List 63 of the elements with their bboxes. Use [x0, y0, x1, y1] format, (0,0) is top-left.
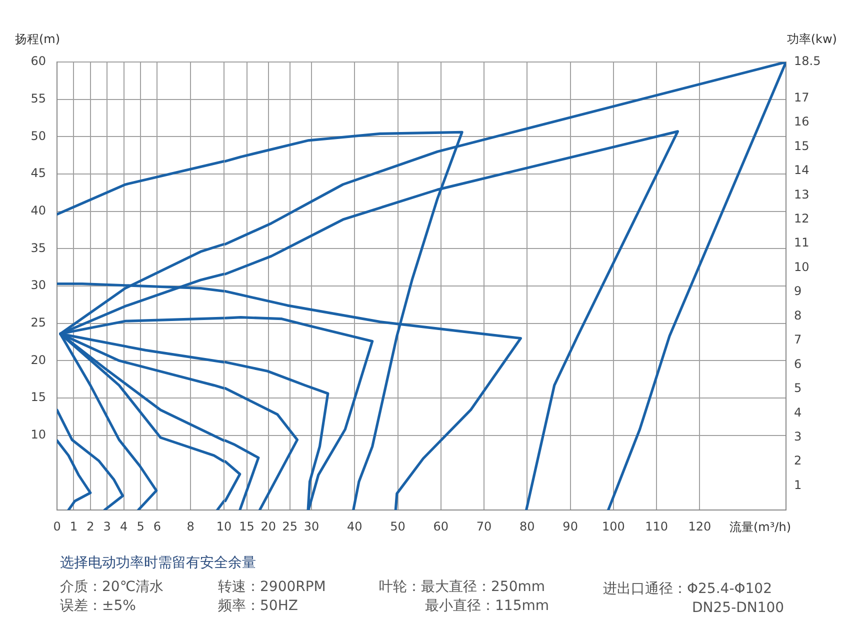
text: 最小直径：115mm: [425, 597, 549, 615]
y-tick-label: 20: [30, 352, 46, 367]
x-tick-label: 2: [86, 519, 94, 534]
y-tick-label: 10: [30, 427, 46, 442]
text: 误差：±5%: [60, 597, 136, 615]
text: 选择电动功率时需留有安全余量: [60, 554, 256, 572]
y2-tick-label: 15: [794, 138, 810, 153]
y2-tick-label: 10: [794, 260, 810, 274]
x-tick-label: 25: [282, 519, 298, 534]
y-tick-label: 40: [30, 203, 46, 218]
y2-tick-label: 5: [794, 381, 802, 396]
y2-tick-label: 1: [794, 478, 802, 492]
y2-tick-label: 14: [794, 163, 810, 178]
y2-tick-label: 18.5: [794, 54, 821, 68]
text: DN25-DN100: [692, 599, 784, 617]
x-tick-label: 1: [70, 519, 78, 534]
y2-tick-label: 4: [794, 405, 802, 420]
x-tick-label: 5: [136, 519, 144, 534]
x-axis-title: 流量(m³/h): [729, 520, 791, 534]
y-tick-label: 25: [30, 315, 46, 330]
x-tick-label: 10: [216, 519, 232, 534]
y-tick-label: 55: [30, 91, 46, 106]
x-tick-label: 90: [562, 519, 578, 534]
x-tick-label: 8: [186, 519, 194, 534]
x-tick-label: 4: [120, 519, 128, 534]
x-tick-label: 120: [688, 519, 712, 534]
y-tick-label: 30: [30, 278, 46, 292]
x-tick-label: 20: [260, 519, 276, 534]
x-tick-label: 50: [390, 519, 406, 534]
y2-tick-label: 16: [794, 114, 810, 129]
y2-tick-label: 6: [794, 356, 802, 371]
x-tick-label: 70: [476, 519, 492, 534]
text: 叶轮：最大直径：250mm: [379, 578, 545, 596]
x-tick-label: 80: [520, 519, 535, 534]
x-tick-label: 110: [645, 519, 668, 534]
x-tick-label: 100: [602, 519, 625, 534]
y-tick-label: 45: [30, 166, 46, 180]
y-tick-label: 15: [30, 390, 46, 404]
text: 介质：20℃清水: [60, 578, 164, 596]
y2-axis-title: 功率(kw): [786, 32, 837, 46]
text: 进出口通径：Φ25.4-Φ102: [603, 580, 772, 598]
y2-tick-label: 8: [794, 308, 802, 322]
y2-tick-label: 7: [794, 332, 802, 347]
y2-tick-label: 3: [794, 429, 802, 444]
text: 频率：50HZ: [218, 597, 298, 615]
x-tick-label: 40: [347, 519, 362, 534]
y2-tick-label: 12: [794, 212, 810, 226]
x-tick-label: 30: [304, 519, 320, 534]
y-tick-label: 60: [30, 54, 46, 68]
x-tick-label: 60: [433, 519, 449, 534]
y-tick-label: 35: [30, 240, 46, 255]
x-tick-label: 0: [53, 519, 61, 534]
x-tick-label: 15: [239, 519, 254, 534]
y-tick-label: 50: [30, 128, 46, 143]
y2-tick-label: 9: [794, 284, 802, 298]
y2-tick-label: 2: [794, 454, 802, 468]
x-tick-label: 3: [103, 519, 111, 534]
y2-tick-label: 17: [794, 90, 810, 104]
y2-tick-label: 13: [794, 187, 810, 202]
text: 转速：2900RPM: [218, 578, 326, 596]
y2-tick-label: 11: [794, 236, 810, 250]
y-axis-title: 扬程(m): [15, 32, 60, 46]
x-tick-label: 6: [153, 519, 162, 534]
